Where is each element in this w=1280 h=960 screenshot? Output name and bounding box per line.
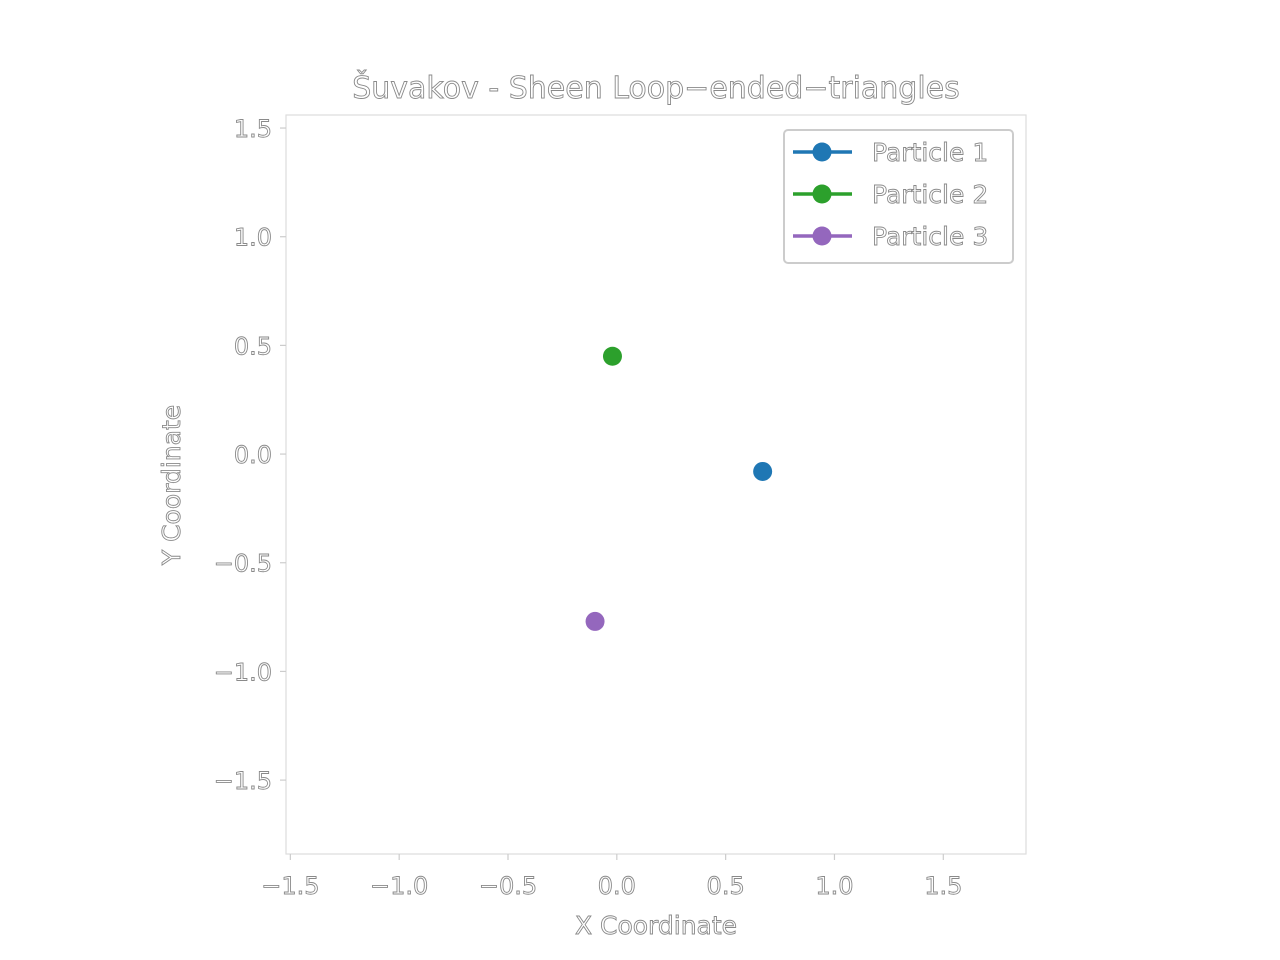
y-tick-label: 0.0 — [234, 441, 272, 469]
particle-2-point — [602, 346, 622, 366]
legend-marker-1 — [812, 142, 832, 162]
x-axis-label: X Coordinate — [575, 911, 737, 940]
y-tick-label: −0.5 — [214, 550, 272, 578]
y-tick-label: 1.5 — [234, 115, 272, 143]
y-tick-label: 0.5 — [234, 332, 272, 360]
x-tick-label: 0.0 — [598, 872, 636, 900]
legend-label-2: Particle 2 — [872, 180, 988, 209]
plot-frame — [285, 114, 1027, 855]
x-tick-label: −0.5 — [479, 872, 537, 900]
y-axis-label: Y Coordinate — [157, 405, 186, 566]
data-points — [585, 346, 773, 631]
x-tick-label: −1.0 — [370, 872, 428, 900]
y-tick-label: 1.0 — [234, 224, 272, 252]
x-tick-label: 0.5 — [707, 872, 745, 900]
legend-marker-2 — [812, 184, 832, 204]
legend-box — [783, 129, 1014, 264]
x-tick-label: 1.5 — [924, 872, 962, 900]
chart-title: Šuvakov - Sheen Loop−ended−triangles — [352, 69, 960, 106]
x-tick-label: 1.0 — [815, 872, 853, 900]
particle-1-point — [753, 461, 773, 481]
particle-3-point — [585, 611, 605, 631]
y-axis: −1.5 −1.0 −0.5 0.0 0.5 1.0 1.5 — [213, 115, 286, 796]
y-tick-label: −1.0 — [214, 658, 272, 686]
legend-marker-3 — [812, 226, 832, 246]
x-axis: −1.5 −1.0 −0.5 0.0 0.5 1.0 1.5 — [261, 854, 963, 900]
legend-label-3: Particle 3 — [872, 222, 988, 251]
y-tick-label: −1.5 — [214, 767, 272, 795]
legend-label-1: Particle 1 — [872, 138, 988, 167]
x-tick-label: −1.5 — [261, 872, 319, 900]
legend: Particle 1 Particle 2 Particle 3 — [783, 129, 1014, 264]
